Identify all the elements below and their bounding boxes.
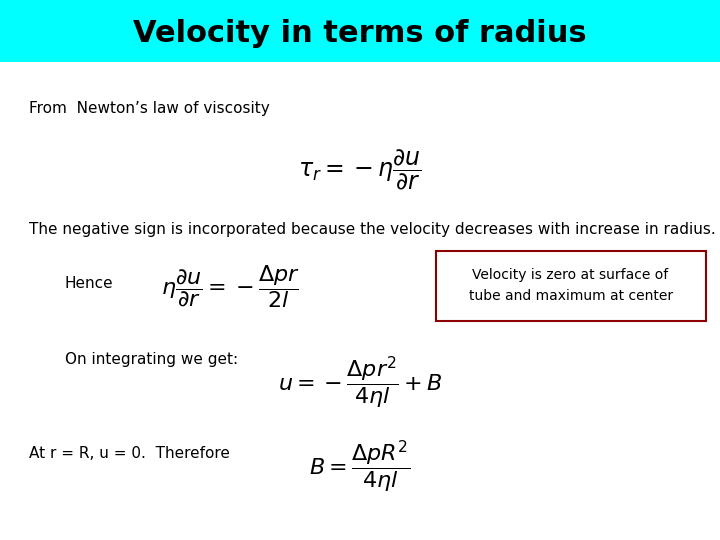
Text: Velocity in terms of radius: Velocity in terms of radius <box>133 19 587 48</box>
FancyBboxPatch shape <box>0 0 720 62</box>
Text: $u = -\dfrac{\Delta p r^2}{4\eta l} + B$: $u = -\dfrac{\Delta p r^2}{4\eta l} + B$ <box>278 355 442 411</box>
Text: tube and maximum at center: tube and maximum at center <box>469 289 672 303</box>
Text: $B = \dfrac{\Delta p R^2}{4\eta l}$: $B = \dfrac{\Delta p R^2}{4\eta l}$ <box>310 439 410 495</box>
Text: $\tau_r = -\eta\dfrac{\partial u}{\partial r}$: $\tau_r = -\eta\dfrac{\partial u}{\parti… <box>298 148 422 192</box>
Text: From  Newton’s law of viscosity: From Newton’s law of viscosity <box>29 100 269 116</box>
Text: The negative sign is incorporated because the velocity decreases with increase i: The negative sign is incorporated becaus… <box>29 222 716 237</box>
Text: Hence: Hence <box>65 276 114 291</box>
Text: On integrating we get:: On integrating we get: <box>65 352 238 367</box>
Text: Velocity is zero at surface of: Velocity is zero at surface of <box>472 268 669 282</box>
Text: $\eta\dfrac{\partial u}{\partial r} = -\dfrac{\Delta p r}{2l}$: $\eta\dfrac{\partial u}{\partial r} = -\… <box>161 263 300 309</box>
FancyBboxPatch shape <box>436 251 706 321</box>
Text: At r = R, u = 0.  Therefore: At r = R, u = 0. Therefore <box>29 446 230 461</box>
